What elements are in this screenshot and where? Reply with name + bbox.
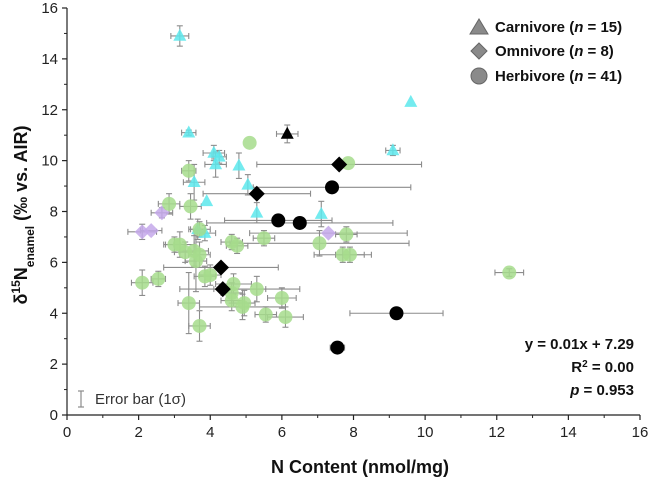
x-tick-label: 8 — [349, 424, 357, 441]
regression-equation: y = 0.01x + 7.29 — [525, 336, 634, 353]
x-tick-label: 6 — [278, 424, 286, 441]
purple-diamond-point — [320, 225, 336, 241]
black-diamond-point — [248, 185, 265, 202]
x-tick-label: 12 — [488, 424, 505, 441]
r-squared: R2 = 0.00 — [571, 359, 634, 377]
x-tick-label: 4 — [206, 424, 214, 441]
green-circle-point — [502, 265, 517, 280]
cyan-triangle-point — [212, 149, 226, 162]
green-circle-point — [167, 237, 182, 252]
cyan-triangle-point — [182, 125, 196, 138]
legend-diamond-marker — [470, 42, 488, 60]
x-tick-label: 16 — [632, 424, 649, 441]
cyan-triangle-point — [232, 158, 246, 171]
green-circle-point — [312, 236, 327, 251]
black-circle-point — [292, 215, 307, 230]
green-circle-point — [278, 310, 293, 325]
black-diamond-point — [214, 281, 231, 298]
regression-stats: y = 0.01x + 7.29 R2 = 0.00 p = 0.953 — [525, 336, 634, 399]
black-diamond-point — [212, 259, 229, 276]
cyan-triangle-point — [241, 177, 255, 190]
cyan-triangle-point — [250, 205, 264, 218]
cyan-triangle-point — [314, 206, 328, 219]
x-axis-title: N Content (nmol/mg) — [271, 457, 449, 477]
cyan-triangle-point — [173, 28, 187, 41]
x-tick-label: 10 — [417, 424, 434, 441]
y-tick-label: 14 — [41, 51, 58, 68]
black-circle-point — [325, 180, 340, 195]
black-circle-point — [389, 306, 404, 321]
y-tick-label: 12 — [41, 102, 58, 119]
green-circle-point — [235, 299, 250, 314]
cyan-triangle-point — [386, 143, 400, 156]
green-circle-point — [188, 254, 203, 269]
green-circle-point — [242, 135, 257, 150]
green-circle-point — [151, 271, 166, 286]
green-circle-point — [192, 222, 207, 237]
x-tick-label: 2 — [134, 424, 142, 441]
green-circle-point — [339, 227, 354, 242]
green-circle-point — [178, 245, 193, 260]
green-circle-point — [274, 290, 289, 305]
legend-carnivore-label: Carnivore (n = 15) — [495, 19, 622, 36]
legend: Carnivore (n = 15) Omnivore (n = 8) Herb… — [469, 18, 622, 85]
green-circle-point — [256, 231, 271, 246]
cyan-triangle-point — [209, 157, 223, 170]
y-tick-label: 0 — [50, 407, 58, 424]
y-axis-title: δ15Nenamel (‰ vs. AIR) — [9, 126, 37, 305]
green-circle-point — [135, 275, 150, 290]
green-circle-point — [192, 318, 207, 333]
y-tick-label: 6 — [50, 254, 58, 271]
p-value: p = 0.953 — [569, 382, 634, 399]
legend-herbivore-label: Herbivore (n = 41) — [495, 68, 622, 85]
black-diamond-point — [331, 156, 348, 173]
y-tick-label: 8 — [50, 204, 58, 221]
green-circle-point — [342, 247, 357, 262]
green-circle-point — [258, 307, 273, 322]
black-circle-point — [271, 213, 286, 228]
y-tick-label: 2 — [50, 356, 58, 373]
purple-diamond-point — [143, 223, 159, 239]
cyan-triangle-point — [404, 94, 418, 107]
axes-layer: 0 2 4 6 8 10 12 14 16 0 2 4 6 8 10 12 14 16 — [41, 0, 648, 441]
markers-layer — [134, 28, 517, 355]
green-circle-point — [230, 238, 245, 253]
green-circle-point — [224, 293, 239, 308]
green-circle-point — [162, 196, 177, 211]
cyan-triangle-point — [187, 175, 201, 188]
green-circle-point — [249, 282, 264, 297]
error-bar-note: Error bar (1σ) — [78, 390, 186, 408]
error-bar-note-label: Error bar (1σ) — [95, 391, 186, 408]
cyan-triangle-point — [200, 194, 214, 207]
legend-omnivore-label: Omnivore (n = 8) — [495, 43, 614, 60]
y-tick-label: 4 — [50, 305, 58, 322]
green-circle-point — [183, 199, 198, 214]
green-circle-point — [181, 163, 196, 178]
black-circle-point — [330, 340, 345, 355]
green-circle-point — [181, 296, 196, 311]
x-tick-label: 14 — [560, 424, 577, 441]
legend-triangle-marker — [469, 18, 489, 35]
y-tick-label: 16 — [41, 0, 58, 17]
green-circle-point — [197, 269, 212, 284]
purple-diamond-point — [134, 224, 150, 240]
y-tick-label: 10 — [41, 153, 58, 170]
black-triangle-point — [280, 126, 294, 139]
x-tick-label: 0 — [63, 424, 71, 441]
legend-circle-marker — [470, 67, 488, 85]
